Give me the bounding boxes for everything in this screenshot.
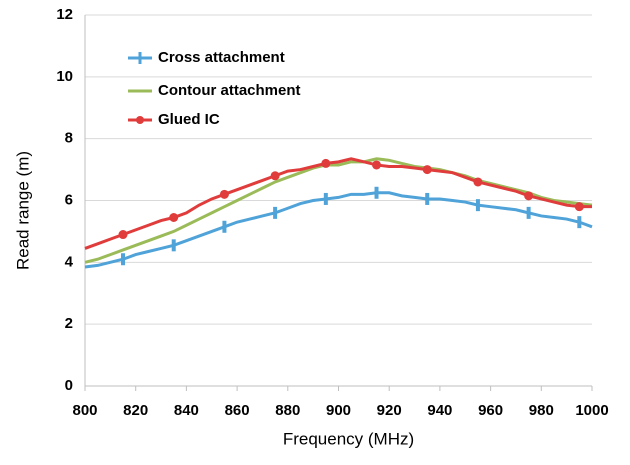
marker [169, 213, 179, 223]
marker [118, 230, 128, 240]
marker [574, 202, 584, 212]
x-tick-label: 940 [427, 402, 452, 419]
x-tick-label: 820 [123, 402, 148, 419]
y-tick-label: 0 [65, 377, 73, 394]
y-tick-label: 12 [56, 6, 73, 23]
x-tick-label: 900 [326, 402, 351, 419]
marker [219, 189, 229, 199]
y-tick-label: 8 [65, 130, 73, 147]
x-tick-label: 1000 [575, 402, 608, 419]
x-tick-label: 880 [275, 402, 300, 419]
x-tick-label: 860 [225, 402, 250, 419]
marker [372, 160, 382, 170]
y-tick-label: 4 [65, 253, 74, 270]
marker [524, 191, 534, 201]
series-line [84, 191, 593, 269]
marker [473, 177, 483, 187]
legend-marker [136, 116, 144, 124]
x-tick-label: 980 [529, 402, 554, 419]
y-axis-title: Read range (m) [13, 151, 32, 270]
marker [321, 158, 331, 168]
marker [422, 165, 432, 175]
marker [270, 171, 280, 181]
y-tick-label: 6 [65, 191, 73, 208]
y-tick-label: 10 [56, 68, 73, 85]
legend-label: Contour attachment [158, 82, 301, 99]
legend-label: Cross attachment [158, 49, 285, 66]
x-axis-title: Frequency (MHz) [283, 429, 414, 448]
y-tick-label: 2 [65, 315, 73, 332]
series-line [84, 157, 593, 264]
legend-label: Glued IC [158, 111, 220, 128]
x-tick-label: 920 [377, 402, 402, 419]
x-tick-label: 960 [478, 402, 503, 419]
x-tick-label: 800 [72, 402, 97, 419]
x-tick-label: 840 [174, 402, 199, 419]
